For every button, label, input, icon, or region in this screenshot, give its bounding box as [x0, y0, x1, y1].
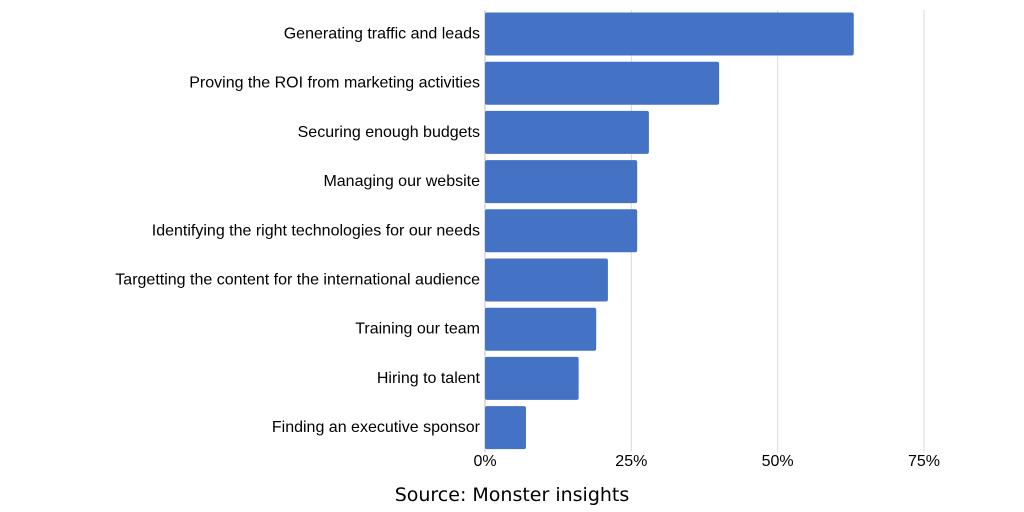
bar [485, 12, 854, 56]
x-axis-tick-labels: 0% 25% 50% 75% [473, 453, 940, 470]
bar-chart: Generating traffic and leads Proving the … [115, 10, 940, 470]
category-label: Managing our website [323, 173, 480, 190]
category-label: Generating traffic and leads [284, 26, 480, 43]
category-label: Identifying the right technologies for o… [152, 222, 480, 239]
bar [485, 406, 526, 450]
category-label: Proving the ROI from marketing activitie… [189, 75, 480, 92]
x-tick-label: 25% [615, 453, 647, 470]
category-label: Targetting the content for the internati… [115, 272, 480, 289]
bar [485, 110, 649, 154]
bar [485, 307, 597, 351]
category-label: Finding an executive sponsor [272, 419, 481, 436]
bar [485, 258, 608, 302]
x-tick-label: 50% [762, 453, 794, 470]
category-label: Securing enough budgets [298, 124, 480, 141]
bar [485, 356, 579, 400]
x-tick-label: 75% [908, 453, 940, 470]
bar [485, 160, 638, 204]
bar [485, 209, 638, 253]
x-tick-label: 0% [473, 453, 496, 470]
source-caption: Source: Monster insights [394, 484, 630, 506]
category-labels: Generating traffic and leads Proving the … [115, 26, 480, 437]
bars [485, 12, 854, 450]
category-label: Hiring to talent [377, 370, 481, 387]
bar [485, 61, 720, 105]
category-label: Training our team [355, 321, 480, 338]
